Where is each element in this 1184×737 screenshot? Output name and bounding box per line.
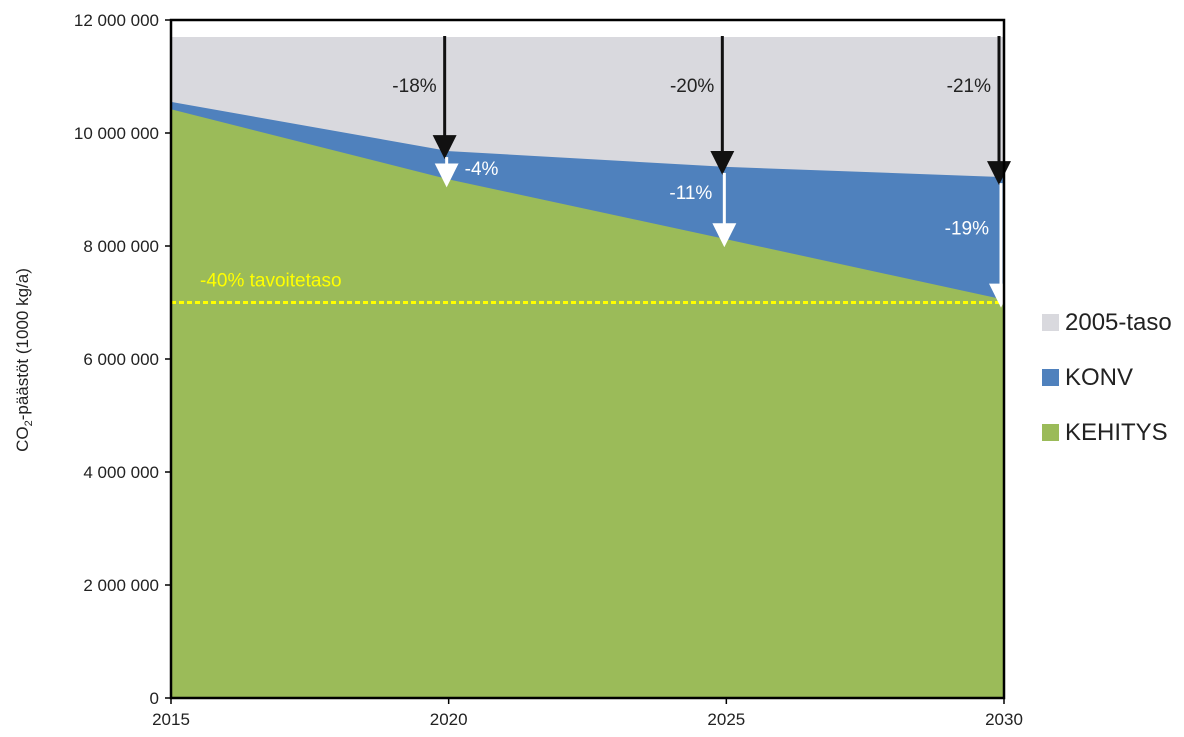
legend-swatch-kehitys <box>1042 424 1059 441</box>
legend-label: KONV <box>1065 363 1134 391</box>
y-tick-label: 4 000 000 <box>83 463 159 482</box>
y-tick-label: 6 000 000 <box>83 350 159 369</box>
target-line-label: -40% tavoitetaso <box>200 271 342 292</box>
legend-item-kehitys: KEHITYS <box>1042 417 1172 448</box>
legend-swatch-konv <box>1042 369 1059 386</box>
y-axis-label: CO2-päästöt (1000 kg/a) <box>12 268 36 452</box>
legend-item-konv: KONV <box>1042 362 1172 393</box>
annotation-reduction-2005-2030: -21% <box>947 76 991 97</box>
legend-swatch-2005-taso <box>1042 314 1059 331</box>
annotation-reduction-konv-2025: -11% <box>669 183 712 204</box>
legend-label: 2005-taso <box>1065 308 1172 336</box>
area-kehitys <box>171 109 1004 698</box>
legend-item-2005-taso: 2005-taso <box>1042 307 1172 338</box>
annotation-reduction-2005-2020: -18% <box>392 76 436 97</box>
x-tick-label: 2020 <box>430 710 468 729</box>
x-tick-label: 2030 <box>985 710 1023 729</box>
legend-label: KEHITYS <box>1065 418 1168 446</box>
y-tick-label: 0 <box>150 689 159 708</box>
y-tick-label: 2 000 000 <box>83 576 159 595</box>
y-tick-label: 12 000 000 <box>74 11 159 30</box>
legend: 2005-taso KONV KEHITYS <box>1042 307 1172 472</box>
annotation-reduction-2005-2025: -20% <box>670 76 714 97</box>
annotation-reduction-konv-2030: -19% <box>945 218 989 239</box>
y-tick-label: 8 000 000 <box>83 237 159 256</box>
x-tick-label: 2015 <box>152 710 190 729</box>
y-tick-label: 10 000 000 <box>74 124 159 143</box>
x-tick-label: 2025 <box>707 710 745 729</box>
annotation-reduction-konv-2020: -4% <box>465 159 499 180</box>
